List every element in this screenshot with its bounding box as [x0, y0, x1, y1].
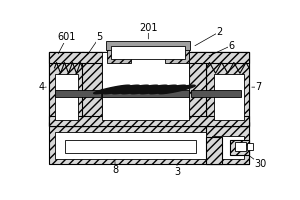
Polygon shape	[94, 85, 130, 94]
Bar	[49, 52, 249, 62]
Text: 30: 30	[255, 159, 267, 169]
Bar	[235, 142, 246, 151]
Bar	[206, 52, 249, 126]
Bar	[55, 90, 101, 97]
Bar	[55, 74, 78, 120]
Bar	[64, 140, 197, 153]
Polygon shape	[122, 85, 158, 94]
Bar	[191, 90, 241, 97]
Text: 3: 3	[174, 167, 180, 177]
Text: 2: 2	[217, 27, 223, 37]
Text: 601: 601	[58, 32, 76, 42]
Bar	[206, 137, 222, 164]
Bar	[106, 41, 190, 50]
Bar	[230, 140, 249, 155]
Polygon shape	[103, 85, 140, 94]
Text: 5: 5	[96, 32, 103, 42]
Bar	[206, 122, 249, 164]
Polygon shape	[149, 85, 186, 94]
Bar	[49, 116, 249, 126]
Bar	[214, 74, 244, 120]
Bar	[212, 136, 244, 159]
Bar	[102, 90, 189, 97]
Text: 4: 4	[38, 82, 44, 92]
Bar	[189, 52, 206, 126]
Text: 201: 201	[139, 23, 158, 33]
Polygon shape	[112, 85, 149, 94]
Polygon shape	[131, 85, 167, 94]
Bar	[102, 52, 189, 120]
Bar	[107, 46, 130, 62]
Bar	[49, 52, 84, 126]
Polygon shape	[159, 85, 195, 94]
Bar	[111, 46, 185, 59]
Polygon shape	[140, 85, 177, 94]
Bar	[82, 52, 102, 126]
Text: 7: 7	[255, 82, 262, 92]
Bar	[165, 46, 189, 62]
Text: 6: 6	[228, 41, 234, 51]
Text: 8: 8	[112, 165, 118, 175]
Bar	[49, 122, 249, 164]
Bar	[55, 132, 206, 159]
Bar	[49, 52, 249, 126]
Bar	[247, 143, 253, 150]
